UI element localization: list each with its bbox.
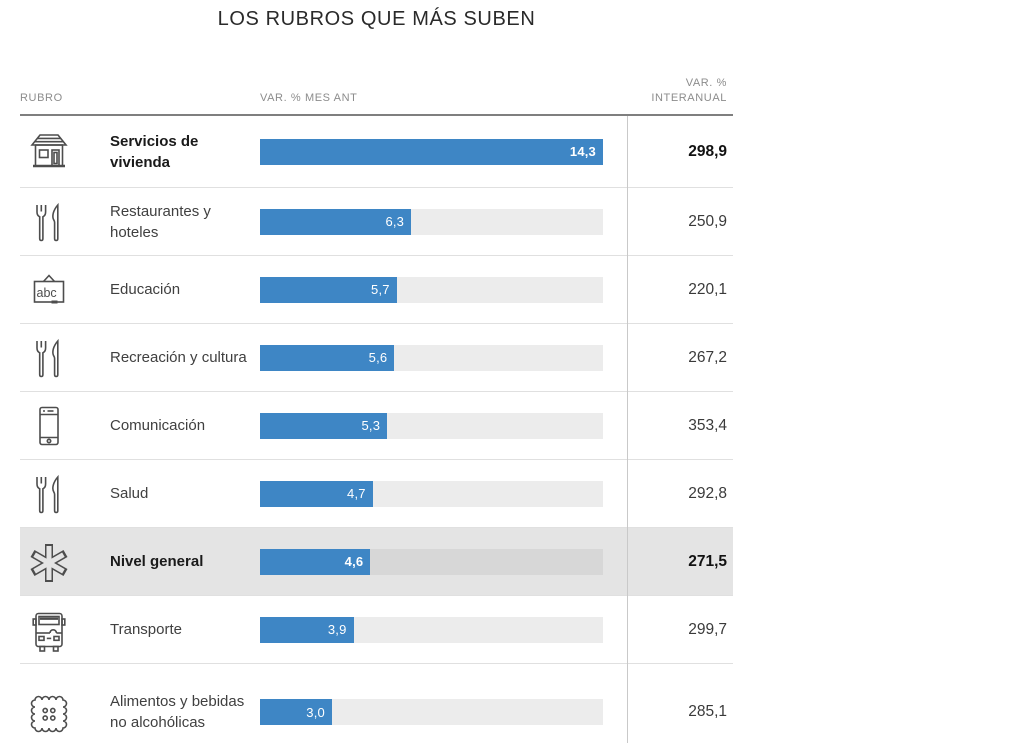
icon-cell <box>20 198 110 246</box>
bar-value-label: 6,3 <box>385 214 405 229</box>
bar-cell: 3,9 <box>260 616 627 643</box>
smartphone-icon <box>25 402 73 450</box>
cutlery-icon <box>25 470 73 518</box>
bar-cell: 4,6 <box>260 548 627 575</box>
column-header-rubro: RUBRO <box>20 92 63 104</box>
bar-track: 3,0 <box>260 699 603 725</box>
row-label: Alimentos y bebidas no alcohólicas <box>110 693 245 731</box>
column-header-var-mes: VAR. % MES ANT <box>260 92 358 104</box>
bar-track: 5,6 <box>260 344 603 371</box>
page-title: LOS RUBROS QUE MÁS SUBEN <box>217 8 536 30</box>
bar: 3,9 <box>260 616 354 643</box>
bar-value-label: 5,3 <box>361 418 381 433</box>
row-label: Nivel general <box>110 553 204 570</box>
table-row: abc Educación 5,7 220,1 <box>20 256 733 324</box>
table-row-nivel-general: Nivel general 4,6 271,5 <box>20 528 733 596</box>
bar: 4,6 <box>260 548 371 575</box>
interanual-value: 298,9 <box>688 142 727 160</box>
row-label: Salud <box>110 485 149 502</box>
cutlery-icon <box>25 198 73 246</box>
bar-track: 4,7 <box>260 480 603 507</box>
bar-track: 5,3 <box>260 412 603 439</box>
bar-track: 5,7 <box>260 276 603 303</box>
bar-value-label: 14,3 <box>569 144 596 159</box>
icon-cell <box>20 606 110 654</box>
row-label: Servicios de vivienda <box>110 132 199 171</box>
bar-cell: 6,3 <box>260 208 627 235</box>
icon-cell: abc <box>20 266 110 314</box>
bar-cell: 14,3 <box>260 138 627 165</box>
icon-cell <box>20 470 110 518</box>
table-row: Alimentos y bebidas no alcohólicas 3,0 2… <box>20 664 733 743</box>
bar-value-label: 4,6 <box>344 554 364 569</box>
bar: 5,3 <box>260 412 388 439</box>
table-row: Recreación y cultura 5,6 267,2 <box>20 324 733 392</box>
column-header-var-interanual-line1: VAR. % <box>685 77 727 89</box>
bar: 5,7 <box>260 276 397 303</box>
bar: 6,3 <box>260 208 412 235</box>
row-label: Comunicación <box>110 417 206 434</box>
interanual-value: 271,5 <box>688 552 727 570</box>
row-label: Restaurantes y hoteles <box>110 202 211 241</box>
table-header: RUBRO VAR. % MES ANT VAR. % INTERANUAL <box>20 76 733 116</box>
ranking-table: LOS RUBROS QUE MÁS SUBEN RUBRO VAR. % ME… <box>20 0 733 743</box>
abc-sign-icon: abc <box>25 266 73 314</box>
column-divider-line <box>627 116 628 743</box>
bar-value-label: 4,7 <box>347 486 366 501</box>
interanual-value: 220,1 <box>688 280 727 298</box>
bar: 3,0 <box>260 699 332 725</box>
icon-cell <box>20 538 110 586</box>
icon-cell <box>20 688 110 736</box>
table-row: Salud 4,7 292,8 <box>20 460 733 528</box>
row-label: Educación <box>110 281 181 298</box>
row-label: Transporte <box>110 621 182 638</box>
table-row: Restaurantes y hoteles 6,3 250,9 <box>20 188 733 256</box>
row-label: Recreación y cultura <box>110 349 247 366</box>
bar-value-label: 3,0 <box>306 704 325 720</box>
icon-cell <box>20 128 110 176</box>
icon-cell <box>20 402 110 450</box>
bar-track: 3,9 <box>260 616 603 643</box>
column-header-var-interanual: VAR. % INTERANUAL <box>627 76 733 106</box>
interanual-value: 267,2 <box>688 348 727 366</box>
asterisk-icon <box>25 538 73 586</box>
bar-track: 4,6 <box>260 548 603 575</box>
interanual-value: 353,4 <box>688 416 727 434</box>
bar-cell: 3,0 <box>260 699 627 725</box>
interanual-value: 292,8 <box>688 484 727 502</box>
bar-value-label: 5,6 <box>368 350 388 365</box>
cutlery-icon <box>25 334 73 382</box>
table-body: Servicios de vivienda 14,3 298,9 <box>20 116 733 743</box>
icon-cell <box>20 334 110 382</box>
svg-text:abc: abc <box>37 286 57 300</box>
bar-cell: 4,7 <box>260 480 627 507</box>
bar: 5,6 <box>260 344 395 371</box>
interanual-value: 299,7 <box>688 620 727 638</box>
bus-icon <box>25 606 73 654</box>
bar-value-label: 5,7 <box>371 282 390 297</box>
bar-value-label: 3,9 <box>327 622 347 637</box>
bar: 14,3 <box>260 138 603 165</box>
interanual-value: 285,1 <box>688 703 727 720</box>
bar-cell: 5,3 <box>260 412 627 439</box>
table-row: Comunicación 5,3 353,4 <box>20 392 733 460</box>
table-row: Transporte 3,9 299,7 <box>20 596 733 664</box>
interanual-value: 250,9 <box>688 212 727 230</box>
house-icon <box>25 128 73 176</box>
bar-cell: 5,7 <box>260 276 627 303</box>
bar-cell: 5,6 <box>260 344 627 371</box>
column-header-var-interanual-line2: INTERANUAL <box>651 92 727 104</box>
cracker-icon <box>25 688 73 736</box>
bar-track: 14,3 <box>260 138 603 165</box>
table-row: Servicios de vivienda 14,3 298,9 <box>20 116 733 188</box>
bar-track: 6,3 <box>260 208 603 235</box>
bar: 4,7 <box>260 480 373 507</box>
